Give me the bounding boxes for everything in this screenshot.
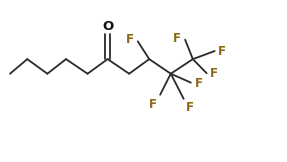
- Text: O: O: [102, 20, 113, 33]
- Text: F: F: [186, 101, 194, 114]
- Text: F: F: [210, 67, 218, 80]
- Text: F: F: [218, 45, 226, 58]
- Text: F: F: [173, 32, 181, 45]
- Text: F: F: [125, 33, 133, 46]
- Text: F: F: [148, 98, 156, 110]
- Text: F: F: [195, 77, 203, 90]
